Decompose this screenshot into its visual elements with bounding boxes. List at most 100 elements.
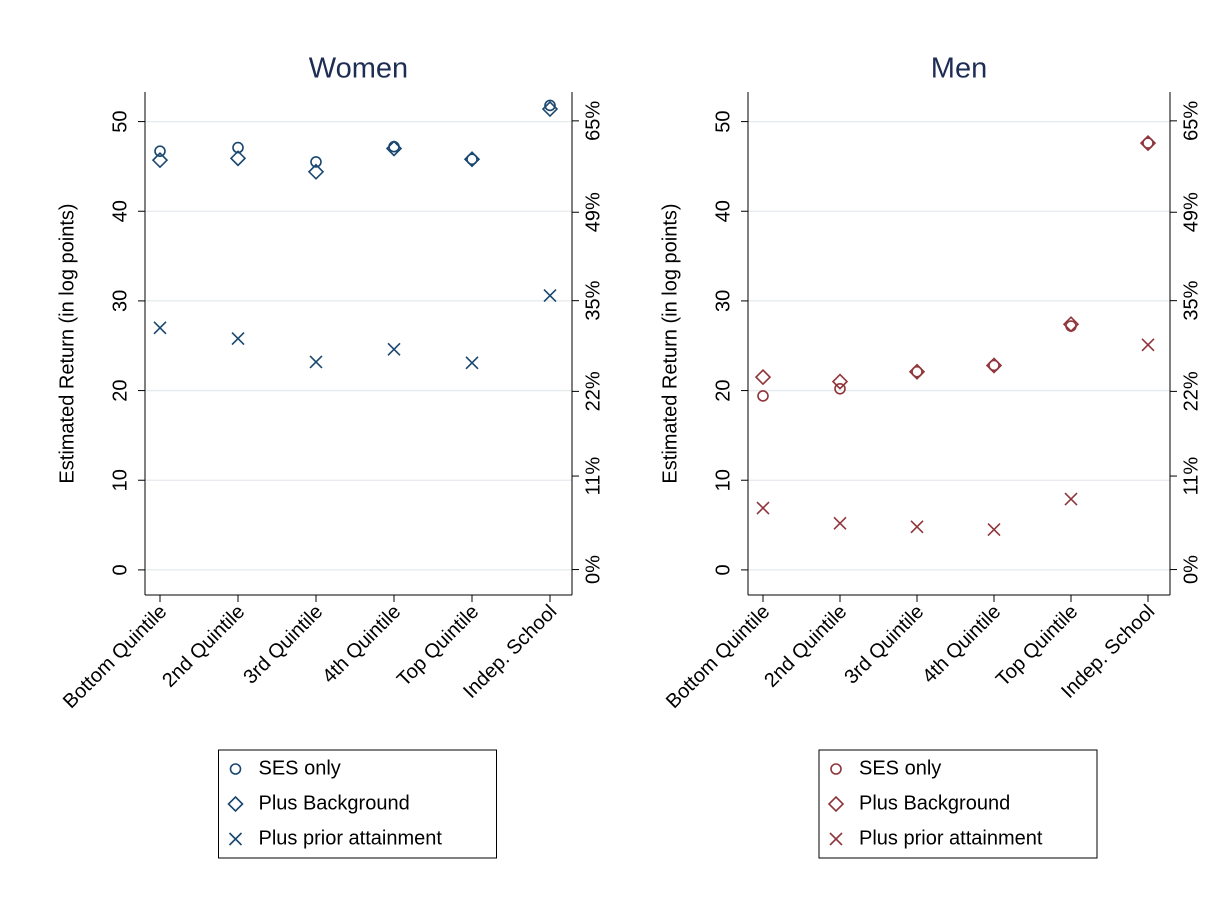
y2-tick-label: 11%	[1180, 457, 1202, 496]
y-tick-label: 40	[712, 200, 734, 222]
point	[1064, 492, 1078, 506]
y-tick-label: 20	[109, 379, 131, 401]
x-tick-label: 4th Quintile	[318, 601, 405, 688]
point	[988, 359, 1000, 372]
legend-label: SES only	[259, 757, 341, 779]
legend-label: Plus Background	[859, 792, 1010, 814]
legend-label: Plus prior attainment	[859, 827, 1043, 849]
y-tick-label: 10	[712, 469, 734, 491]
point	[831, 373, 849, 390]
x-stroke	[1141, 338, 1155, 352]
legend-marker	[227, 795, 244, 813]
x-stroke	[756, 501, 770, 515]
x-tick-label: 2nd Quintile	[158, 601, 249, 692]
y2-tick-label: 35%	[582, 280, 604, 320]
legend-box	[818, 749, 1098, 859]
point	[229, 150, 247, 167]
x-stroke	[231, 332, 245, 346]
point	[541, 100, 559, 118]
point	[307, 163, 325, 180]
y-tick-label: 0	[109, 564, 131, 575]
point	[757, 390, 769, 402]
point	[1142, 137, 1154, 149]
point	[151, 152, 169, 169]
point	[834, 382, 846, 395]
point	[1062, 316, 1080, 333]
legend-label: Plus Background	[259, 792, 410, 814]
point	[1139, 134, 1157, 152]
point	[911, 365, 923, 378]
point	[833, 516, 847, 530]
point	[1065, 320, 1077, 332]
point	[1141, 338, 1155, 352]
legend-label: Plus prior attainment	[259, 827, 443, 849]
point	[754, 368, 772, 386]
y2-tick-label: 11%	[582, 457, 604, 496]
x-tick-label: Bottom Quintile	[662, 601, 774, 713]
point	[985, 357, 1003, 374]
y2-tick-label: 65%	[582, 101, 604, 141]
y2-tick-label: 49%	[582, 192, 604, 232]
y-tick-label: 0	[712, 564, 734, 575]
x-tick-label: 3rd Quintile	[840, 601, 928, 689]
y2-tick-label: 65%	[1180, 101, 1202, 141]
point	[756, 501, 770, 515]
point	[910, 520, 924, 534]
point	[154, 145, 166, 157]
y2-tick-label: 49%	[1180, 192, 1202, 232]
point	[466, 153, 478, 166]
x-stroke	[465, 356, 479, 370]
point	[465, 356, 479, 370]
y-tick-label: 50	[109, 110, 131, 132]
point	[385, 140, 403, 157]
point	[388, 140, 400, 153]
legend-marker	[830, 763, 842, 775]
y-tick-label: 20	[712, 379, 734, 401]
y2-tick-label: 0%	[582, 555, 604, 584]
point	[987, 522, 1001, 537]
point	[908, 363, 926, 380]
point	[310, 156, 322, 168]
point	[309, 355, 323, 369]
x-stroke	[829, 832, 843, 846]
y-tick-label: 30	[109, 290, 131, 312]
point	[231, 332, 245, 346]
legend-marker	[229, 763, 242, 775]
y-axis-label: Estimated Return (in log points)	[56, 203, 78, 483]
legend-label: SES only	[859, 757, 941, 779]
point	[232, 141, 244, 154]
point	[153, 321, 167, 335]
x-tick-label: Bottom Quintile	[59, 601, 171, 713]
point	[543, 288, 557, 303]
legend-marker	[827, 795, 845, 813]
legend-box	[218, 749, 497, 859]
chart-title: Women	[309, 53, 408, 85]
y2-tick-label: 0%	[1180, 555, 1202, 584]
x-stroke	[987, 522, 1001, 537]
y2-tick-label: 22%	[582, 371, 604, 411]
x-stroke	[309, 355, 323, 369]
x-stroke	[387, 342, 401, 356]
x-stroke	[1064, 492, 1078, 506]
y-tick-label: 10	[109, 469, 131, 491]
y2-tick-label: 35%	[1180, 280, 1202, 320]
x-tick-label: 3rd Quintile	[239, 601, 327, 689]
x-stroke	[833, 516, 847, 530]
y-axis-label: Estimated Return (in log points)	[659, 203, 681, 483]
y-tick-label: 30	[712, 290, 734, 312]
y2-tick-label: 22%	[1180, 371, 1202, 411]
chart-title: Men	[931, 53, 987, 85]
legend-marker	[228, 832, 243, 846]
x-stroke	[543, 288, 557, 303]
x-stroke	[228, 832, 243, 846]
y-tick-label: 40	[109, 200, 131, 222]
legend-marker	[829, 832, 843, 846]
point	[544, 99, 556, 112]
x-tick-label: 2nd Quintile	[760, 601, 851, 692]
x-stroke	[153, 321, 167, 335]
point	[387, 342, 401, 356]
point	[463, 151, 481, 168]
x-stroke	[910, 520, 924, 534]
y-tick-label: 50	[712, 110, 734, 132]
